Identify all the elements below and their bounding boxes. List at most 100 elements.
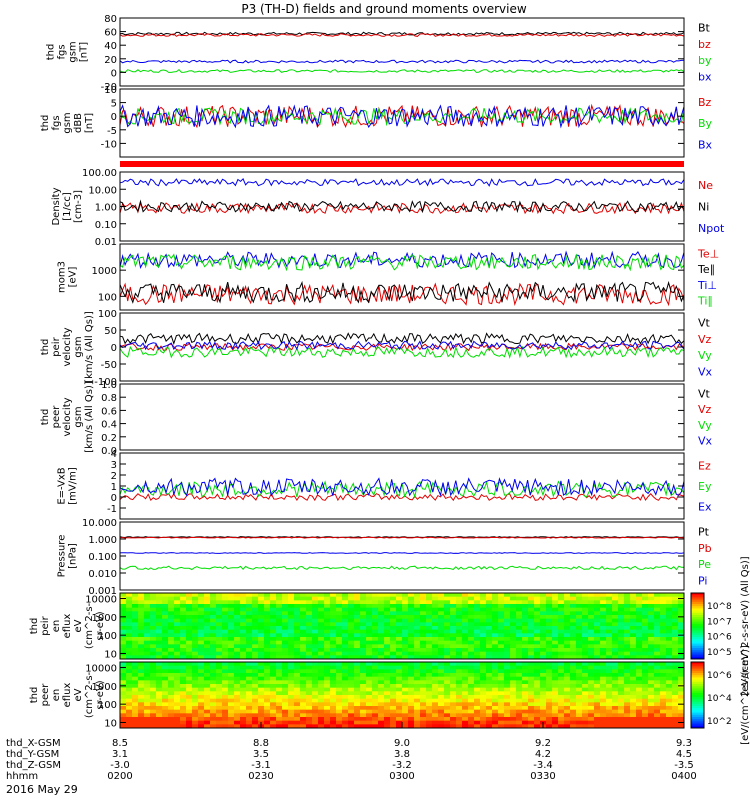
spectrogram-cell (654, 662, 661, 667)
legend-entry: bz (698, 38, 711, 51)
spectrogram-cell (402, 655, 409, 660)
spectrogram-cell (432, 629, 439, 634)
spectrogram-cell (372, 713, 379, 718)
spectrogram-cell (456, 698, 463, 703)
spectrogram-cell (216, 713, 223, 718)
spectrogram-cell (444, 651, 451, 656)
spectrogram-cell (372, 687, 379, 692)
spectrogram-cell (666, 604, 673, 609)
spectrogram-cell (144, 593, 151, 598)
spectrogram-cell (498, 720, 505, 725)
spectrogram-cell (498, 673, 505, 678)
spectrogram-cell (288, 651, 295, 656)
spectrogram-cell (426, 698, 433, 703)
spectrogram-cell (474, 695, 481, 700)
spectrogram-cell (408, 662, 415, 667)
colorbar-segment (691, 684, 704, 687)
spectrogram-cell (246, 629, 253, 634)
spectrogram-cell (558, 607, 565, 612)
spectrogram-cell (510, 604, 517, 609)
spectrogram-cell (174, 607, 181, 612)
spectrogram-cell (672, 651, 679, 656)
spectrogram-cell (576, 629, 583, 634)
spectrogram-cell (168, 607, 175, 612)
spectrogram-cell (342, 648, 349, 653)
spectrogram-cell (144, 648, 151, 653)
spectrogram-cell (480, 622, 487, 627)
spectrogram-cell (210, 633, 217, 638)
spectrogram-cell (534, 698, 541, 703)
spectrogram-cell (498, 640, 505, 645)
spectrogram-cell (216, 662, 223, 667)
spectrogram-cell (174, 640, 181, 645)
spectrogram-cell (318, 709, 325, 714)
spectrogram-cell (222, 604, 229, 609)
spectrogram-cell (228, 604, 235, 609)
spectrogram-cell (654, 695, 661, 700)
spectrogram-cell (546, 626, 553, 631)
y-tick-label: 1000 (92, 682, 117, 693)
spectrogram-cell (246, 713, 253, 718)
spectrogram-cell (366, 640, 373, 645)
spectrogram-cell (594, 695, 601, 700)
spectrogram-cell (672, 622, 679, 627)
spectrogram-cell (228, 648, 235, 653)
spectrogram-cell (324, 618, 331, 623)
spectrogram-cell (270, 607, 277, 612)
spectrogram-cell (252, 713, 259, 718)
spectrogram-cell (510, 713, 517, 718)
spectrogram-cell (582, 637, 589, 642)
spectrogram-cell (480, 673, 487, 678)
spectrogram-cell (186, 600, 193, 605)
spectrogram-cell (288, 640, 295, 645)
spectrogram-cell (600, 662, 607, 667)
spectrogram-cell (384, 724, 391, 729)
spectrogram-cell (276, 680, 283, 685)
spectrogram-cell (480, 607, 487, 612)
colorbar-segment (691, 597, 704, 601)
spectrogram-cell (264, 684, 271, 689)
spectrogram-cell (348, 644, 355, 649)
spectrogram-cell (138, 622, 145, 627)
spectrogram-cell (246, 680, 253, 685)
spectrogram-cell (420, 676, 427, 681)
spectrogram-cell (486, 673, 493, 678)
spectrogram-cell (438, 684, 445, 689)
spectrogram-cell (378, 655, 385, 660)
spectrogram-cell (630, 665, 637, 670)
spectrogram-cell (246, 662, 253, 667)
orbit-value: 3.5 (253, 749, 269, 760)
spectrogram-cell (126, 724, 133, 729)
spectrogram-cell (180, 665, 187, 670)
spectrogram-cell (294, 618, 301, 623)
spectrogram-cell (594, 593, 601, 598)
spectrogram-cell (348, 691, 355, 696)
spectrogram-cell (414, 695, 421, 700)
spectrogram-cell (336, 600, 343, 605)
spectrogram-cell (132, 665, 139, 670)
spectrogram-cell (480, 596, 487, 601)
spectrogram-cell (420, 680, 427, 685)
spectrogram-cell (642, 622, 649, 627)
legend-entry: Vx (698, 435, 713, 448)
spectrogram-cell (648, 709, 655, 714)
spectrogram-cell (204, 662, 211, 667)
spectrogram-cell (630, 713, 637, 718)
spectrogram-cell (516, 637, 523, 642)
spectrogram-cell (396, 717, 403, 722)
spectrogram-cell (672, 640, 679, 645)
spectrogram-cell (264, 607, 271, 612)
spectrogram-cell (624, 687, 631, 692)
spectrogram-cell (234, 680, 241, 685)
spectrogram-cell (666, 662, 673, 667)
spectrogram-cell (198, 651, 205, 656)
spectrogram-cell (570, 651, 577, 656)
spectrogram-cell (444, 648, 451, 653)
spectrogram-cell (318, 611, 325, 616)
spectrogram-cell (318, 637, 325, 642)
y-tick-label: -1 (107, 504, 117, 515)
spectrogram-cell (504, 593, 511, 598)
spectrogram-cell (402, 615, 409, 620)
spectrogram-cell (384, 596, 391, 601)
spectrogram-cell (132, 626, 139, 631)
